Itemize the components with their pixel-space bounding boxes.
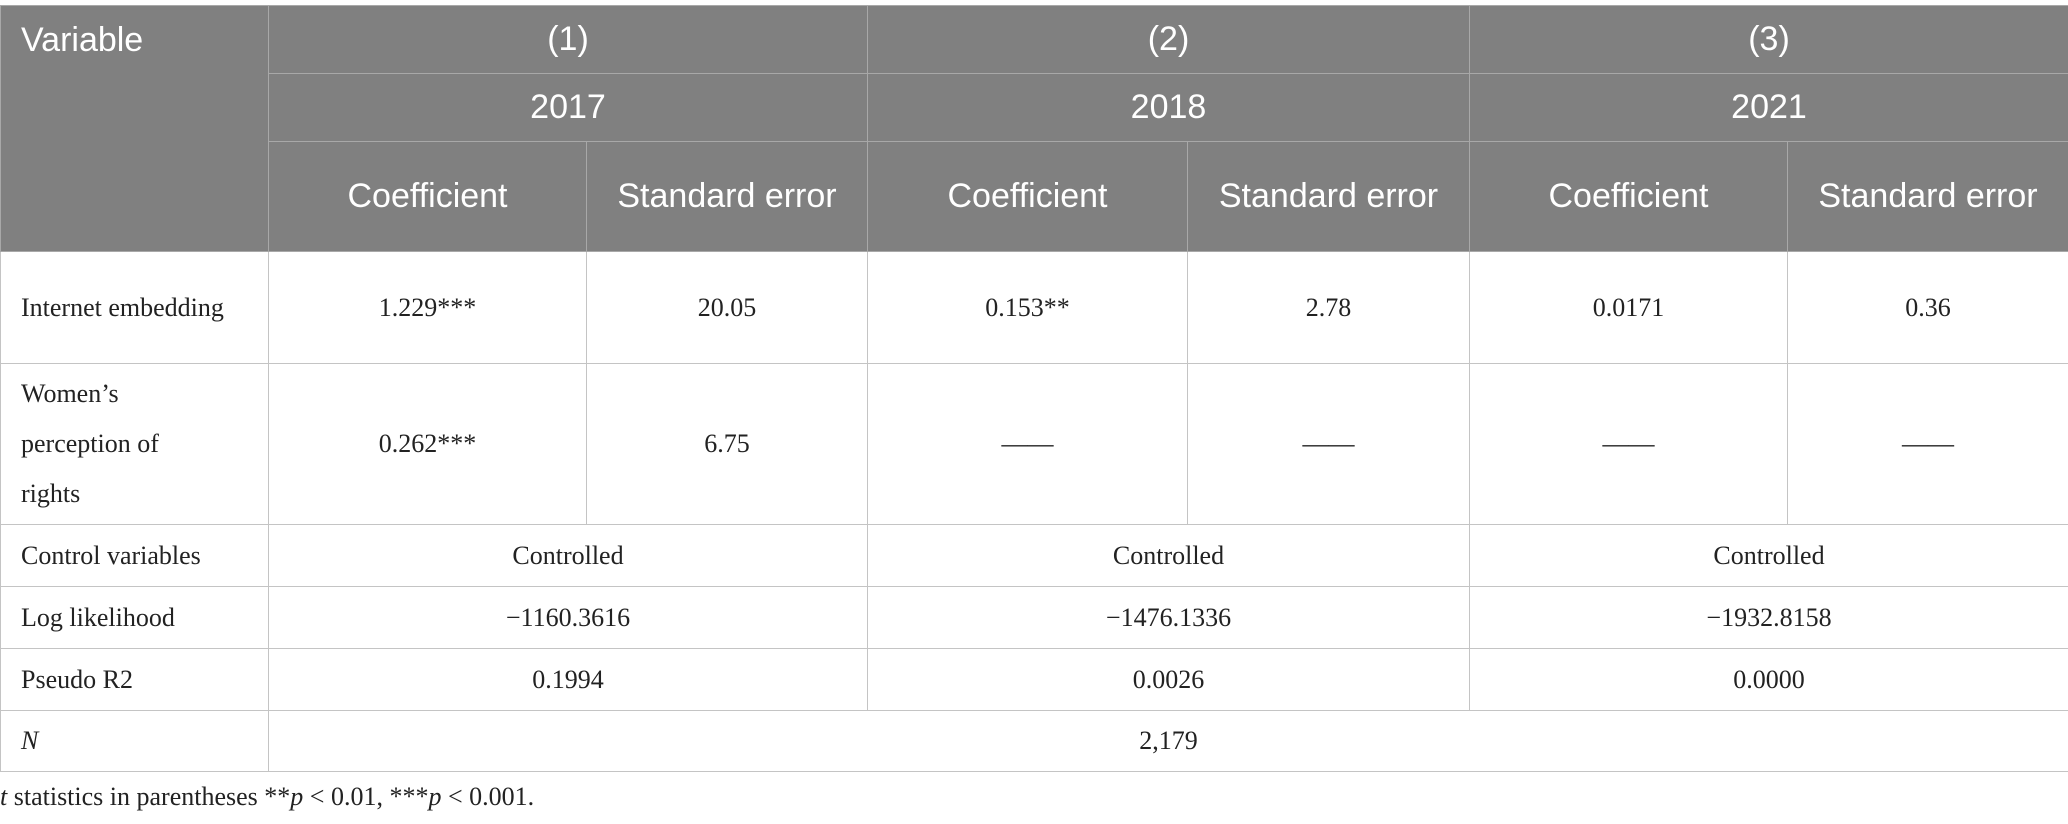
cell: 0.1994: [268, 648, 868, 711]
cell: 0.36: [1787, 251, 2068, 364]
header-cell: 2021: [1469, 73, 2068, 142]
header-row: Coefficient Standard error Coefficient S…: [1, 141, 2068, 252]
header-cell: Coefficient: [867, 141, 1188, 252]
row-label: Control variables: [0, 524, 269, 587]
header-cell: 2017: [268, 73, 868, 142]
row-label: Log likelihood: [0, 586, 269, 649]
table-row: N 2,179: [0, 710, 2068, 772]
table-row: Internet embedding 1.229*** 20.05 0.153*…: [0, 251, 2068, 364]
header-cell: Variable: [0, 5, 269, 252]
footnote-italic: p: [428, 782, 442, 811]
header-cell: (1): [268, 5, 868, 74]
cell: −1160.3616: [268, 586, 868, 649]
cell: −1476.1336: [867, 586, 1470, 649]
header-row: 2017 2018 2021: [1, 73, 2068, 142]
cell: 6.75: [586, 363, 868, 525]
cell: 20.05: [586, 251, 868, 364]
cell: ——: [1187, 363, 1470, 525]
cell: ——: [1787, 363, 2068, 525]
footnote: t statistics in parentheses **p < 0.01, …: [0, 782, 534, 812]
cell: 0.0026: [867, 648, 1470, 711]
footnote-text: < 0.001.: [441, 782, 535, 811]
footnote-italic: p: [290, 782, 304, 811]
cell: ——: [1469, 363, 1788, 525]
cell: 0.153**: [867, 251, 1188, 364]
cell: Controlled: [268, 524, 868, 587]
footnote-text: statistics in parentheses **: [7, 782, 291, 811]
row-label: N: [0, 710, 269, 772]
footnote-italic: t: [0, 782, 8, 811]
cell: −1932.8158: [1469, 586, 2068, 649]
cell: 0.0000: [1469, 648, 2068, 711]
row-label: Internet embedding: [0, 251, 269, 364]
header-cell: Standard error: [1187, 141, 1470, 252]
cell: 1.229***: [268, 251, 587, 364]
cell: ——: [867, 363, 1188, 525]
cell: 0.0171: [1469, 251, 1788, 364]
header-cell: Standard error: [1787, 141, 2068, 252]
table-body: Internet embedding 1.229*** 20.05 0.153*…: [0, 251, 2068, 772]
header-cell: Coefficient: [1469, 141, 1788, 252]
table-row: Women’s perception of rights 0.262*** 6.…: [0, 363, 2068, 525]
results-table: Variable (1) (2) (3) 2017 2018 2021 Coef…: [0, 5, 2068, 772]
row-label: Pseudo R2: [0, 648, 269, 711]
header-cell: 2018: [867, 73, 1470, 142]
cell: 2,179: [268, 710, 2068, 772]
header-cell: Standard error: [586, 141, 868, 252]
table-header: Variable (1) (2) (3) 2017 2018 2021 Coef…: [0, 5, 2068, 252]
header-cell: (2): [867, 5, 1470, 74]
cell: Controlled: [867, 524, 1470, 587]
cell: 0.262***: [268, 363, 587, 525]
table-row: Pseudo R2 0.1994 0.0026 0.0000: [0, 648, 2068, 711]
row-label: Women’s perception of rights: [0, 363, 269, 525]
table-row: Control variables Controlled Controlled …: [0, 524, 2068, 587]
cell: Controlled: [1469, 524, 2068, 587]
header-cell: Coefficient: [268, 141, 587, 252]
header-cell: (3): [1469, 5, 2068, 74]
footnote-text: < 0.01, ***: [303, 782, 429, 811]
cell: 2.78: [1187, 251, 1470, 364]
table-row: Log likelihood −1160.3616 −1476.1336 −19…: [0, 586, 2068, 649]
header-row: Variable (1) (2) (3): [0, 5, 2068, 252]
